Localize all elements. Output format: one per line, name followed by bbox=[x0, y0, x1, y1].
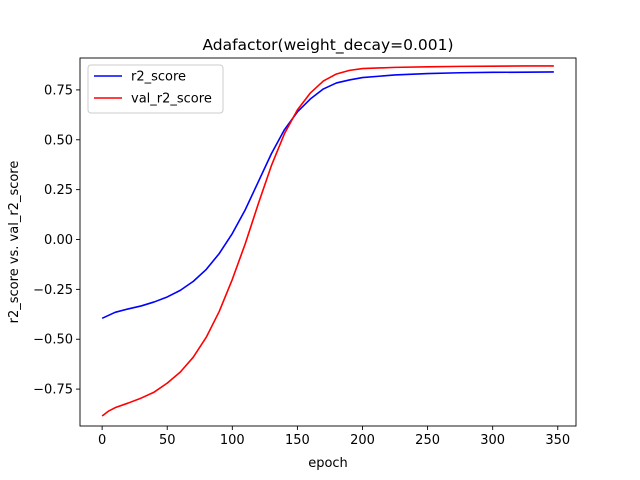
x-tick-label: 0 bbox=[98, 433, 106, 448]
legend-label-val_r2_score: val_r2_score bbox=[131, 92, 212, 107]
y-tick-label: −0.75 bbox=[33, 383, 73, 398]
legend: r2_score val_r2_score bbox=[87, 64, 224, 114]
y-tick-label: −0.25 bbox=[33, 283, 73, 298]
plot-area: 0 50 100 150 200 250 300 350 −0.75 −0.50 −0.25 0.00… bbox=[33, 57, 577, 448]
x-tick-label: 200 bbox=[350, 433, 375, 448]
series-line-val_r2_score bbox=[101, 65, 554, 417]
y-axis-label: r2_score vs. val_r2_score bbox=[7, 161, 22, 324]
series-line-r2_score bbox=[101, 71, 554, 320]
y-tick-label: −0.50 bbox=[33, 333, 73, 348]
x-axis-label: epoch bbox=[308, 456, 348, 471]
y-tick-label: 0.00 bbox=[44, 233, 73, 248]
x-tick-label: 350 bbox=[545, 433, 570, 448]
legend-label-r2_score: r2_score bbox=[131, 70, 186, 85]
y-tick-label: 0.75 bbox=[44, 83, 73, 98]
x-tick-label: 250 bbox=[415, 433, 440, 448]
legend-box bbox=[87, 64, 224, 114]
chart-title: Adafactor(weight_decay=0.001) bbox=[202, 36, 453, 55]
x-tick-label: 300 bbox=[480, 433, 505, 448]
x-tick-label: 100 bbox=[220, 433, 245, 448]
y-tick-label: 0.25 bbox=[44, 183, 73, 198]
x-tick-label: 50 bbox=[159, 433, 176, 448]
axes-frame bbox=[79, 57, 577, 427]
x-tick-label: 150 bbox=[285, 433, 310, 448]
y-tick-label: 0.50 bbox=[44, 133, 73, 148]
